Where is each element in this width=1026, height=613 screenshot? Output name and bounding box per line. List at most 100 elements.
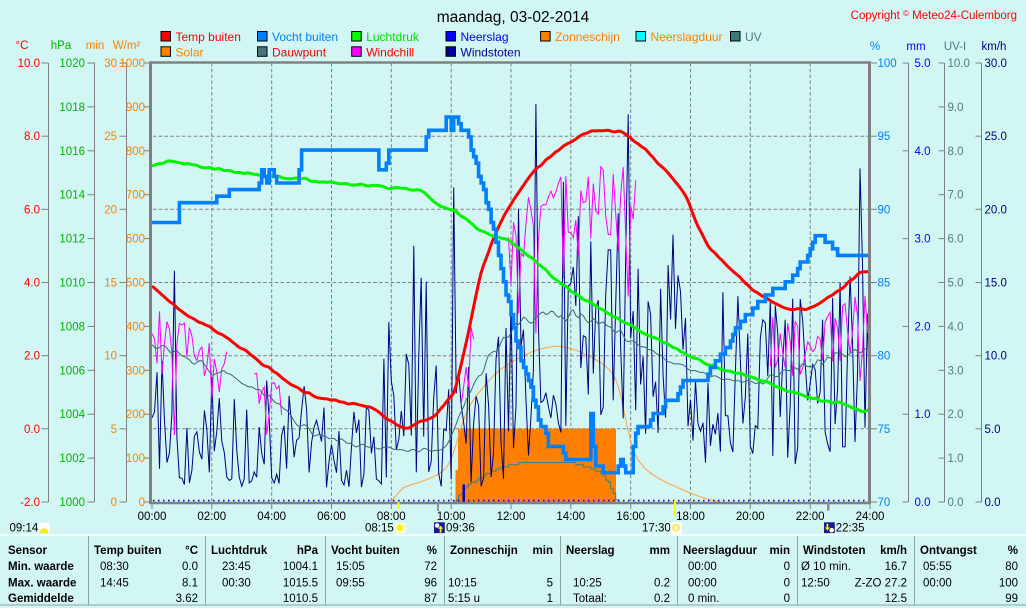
svg-text:00:00: 00:00 <box>923 578 952 590</box>
svg-text:UV: UV <box>745 30 762 44</box>
svg-text:Ontvangst: Ontvangst <box>920 545 977 557</box>
svg-text:Neerslagduur: Neerslagduur <box>651 30 723 44</box>
svg-text:8.0: 8.0 <box>24 131 40 143</box>
svg-text:km/h: km/h <box>982 41 1007 53</box>
svg-text:10: 10 <box>104 351 117 363</box>
svg-text:Ø 10 min.: Ø 10 min. <box>801 561 851 573</box>
svg-text:0: 0 <box>139 497 145 509</box>
svg-text:20: 20 <box>104 204 117 216</box>
svg-text:Neerslagduur: Neerslagduur <box>683 545 758 557</box>
svg-text:W/m²: W/m² <box>113 40 141 52</box>
svg-text:km/h: km/h <box>880 545 907 557</box>
svg-text:1016: 1016 <box>59 146 85 158</box>
svg-text:1008: 1008 <box>59 321 85 333</box>
svg-text:30.0: 30.0 <box>985 58 1007 70</box>
svg-text:Dauwpunt: Dauwpunt <box>272 45 327 59</box>
svg-text:14:00: 14:00 <box>556 511 585 523</box>
svg-text:08:30: 08:30 <box>100 561 129 573</box>
svg-text:mm: mm <box>906 41 925 53</box>
svg-text:10.0: 10.0 <box>948 58 970 70</box>
svg-text:23:45: 23:45 <box>222 561 251 573</box>
svg-text:00:30: 00:30 <box>222 578 251 590</box>
svg-text:22:00: 22:00 <box>796 511 825 523</box>
svg-text:500: 500 <box>126 278 145 290</box>
svg-text:Z-ZO 27.2: Z-ZO 27.2 <box>855 578 907 590</box>
svg-text:0.2: 0.2 <box>654 578 670 590</box>
svg-text:04:00: 04:00 <box>257 511 286 523</box>
svg-text:min: min <box>533 545 553 557</box>
svg-text:5.0: 5.0 <box>915 58 931 70</box>
svg-text:2.0: 2.0 <box>915 321 931 333</box>
svg-text:4.0: 4.0 <box>24 278 40 290</box>
svg-text:30: 30 <box>104 58 117 70</box>
svg-text:3.0: 3.0 <box>948 365 964 377</box>
svg-text:25: 25 <box>104 131 117 143</box>
svg-text:1006: 1006 <box>59 365 85 377</box>
svg-text:24:00: 24:00 <box>856 511 885 523</box>
svg-text:300: 300 <box>126 365 145 377</box>
svg-text:0.0: 0.0 <box>985 497 1001 509</box>
svg-text:6.0: 6.0 <box>948 234 964 246</box>
svg-text:09:14: 09:14 <box>10 523 39 535</box>
svg-text:0.0: 0.0 <box>915 497 931 509</box>
svg-text:200: 200 <box>126 409 145 421</box>
svg-text:99: 99 <box>1005 593 1018 605</box>
svg-text:75: 75 <box>878 424 891 436</box>
svg-text:08:15: 08:15 <box>365 523 394 535</box>
svg-text:1000: 1000 <box>59 497 85 509</box>
svg-text:Vocht buiten: Vocht buiten <box>331 545 400 557</box>
svg-text:00:00: 00:00 <box>688 578 717 590</box>
svg-text:hPa: hPa <box>51 40 72 52</box>
svg-text:1002: 1002 <box>59 453 85 465</box>
svg-text:0: 0 <box>784 578 790 590</box>
svg-text:90: 90 <box>878 204 891 216</box>
svg-text:Min. waarde: Min. waarde <box>8 561 74 573</box>
svg-text:02:00: 02:00 <box>197 511 226 523</box>
svg-text:UV-I: UV-I <box>944 41 966 53</box>
svg-text:Temp buiten: Temp buiten <box>94 545 162 557</box>
svg-text:%: % <box>1008 545 1018 557</box>
svg-text:2.0: 2.0 <box>24 351 40 363</box>
svg-text:20.0: 20.0 <box>985 204 1007 216</box>
svg-text:22:35: 22:35 <box>836 523 865 535</box>
svg-text:0.0: 0.0 <box>948 497 964 509</box>
svg-text:3.62: 3.62 <box>176 593 198 605</box>
svg-text:80: 80 <box>1005 561 1018 573</box>
svg-text:70: 70 <box>878 497 891 509</box>
svg-text:800: 800 <box>126 146 145 158</box>
svg-text:100: 100 <box>999 578 1018 590</box>
svg-text:5.0: 5.0 <box>948 278 964 290</box>
svg-text:12.5: 12.5 <box>885 593 907 605</box>
svg-text:15:05: 15:05 <box>336 561 365 573</box>
svg-text:10.0: 10.0 <box>985 351 1007 363</box>
svg-text:25.0: 25.0 <box>985 131 1007 143</box>
svg-text:12:50: 12:50 <box>801 578 830 590</box>
svg-text:Windstoten: Windstoten <box>803 545 866 557</box>
svg-text:1000: 1000 <box>119 58 145 70</box>
svg-text:1004.1: 1004.1 <box>283 561 318 573</box>
svg-text:08:00: 08:00 <box>377 511 406 523</box>
svg-text:100: 100 <box>126 453 145 465</box>
svg-text:1.0: 1.0 <box>948 453 964 465</box>
svg-text:00:00: 00:00 <box>138 511 167 523</box>
svg-text:17:30: 17:30 <box>642 523 671 535</box>
svg-text:700: 700 <box>126 190 145 202</box>
svg-text:87: 87 <box>424 593 437 605</box>
svg-text:900: 900 <box>126 102 145 114</box>
svg-text:min: min <box>770 545 790 557</box>
svg-text:3.0: 3.0 <box>915 234 931 246</box>
svg-text:8.1: 8.1 <box>182 578 198 590</box>
svg-text:0: 0 <box>784 561 790 573</box>
svg-text:-2.0: -2.0 <box>20 497 40 509</box>
svg-text:600: 600 <box>126 234 145 246</box>
svg-text:Luchtdruk: Luchtdruk <box>211 545 268 557</box>
svg-text:100: 100 <box>878 58 897 70</box>
svg-text:1020: 1020 <box>59 58 85 70</box>
svg-text:Temp buiten: Temp buiten <box>176 30 241 44</box>
svg-text:Neerslag: Neerslag <box>566 545 615 557</box>
svg-text:0.2: 0.2 <box>654 593 670 605</box>
svg-text:15.0: 15.0 <box>985 278 1007 290</box>
svg-text:7.0: 7.0 <box>948 190 964 202</box>
svg-text:4.0: 4.0 <box>948 321 964 333</box>
svg-text:2.0: 2.0 <box>948 409 964 421</box>
